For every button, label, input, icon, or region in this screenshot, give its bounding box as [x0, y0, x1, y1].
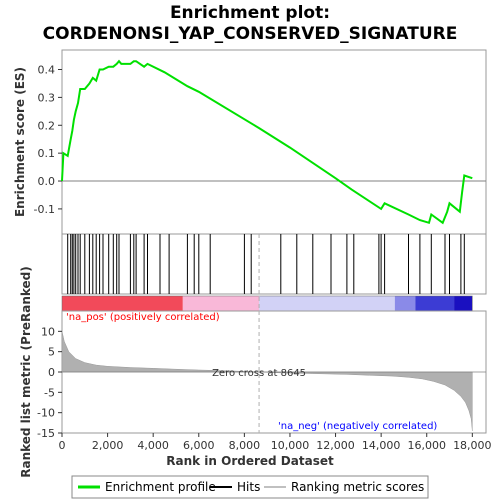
es-tick-label: 0.2: [38, 119, 56, 132]
zero-cross-label: Zero cross at 8645: [212, 368, 306, 379]
x-tick-label: 8,000: [229, 439, 261, 452]
x-tick-label: 16,000: [407, 439, 446, 452]
colorbar-segment: [182, 296, 260, 311]
es-tick-label: 0.0: [38, 175, 56, 188]
x-tick-label: 10,000: [271, 439, 310, 452]
es-tick-label: -0.1: [34, 203, 55, 216]
metric-tick-label: -5: [44, 386, 55, 399]
ranking-colorbar: [61, 295, 473, 312]
es-tick-label: 0.1: [38, 147, 56, 160]
metric-tick-label: 0: [48, 366, 55, 379]
x-tick-label: 12,000: [316, 439, 355, 452]
metric-tick-label: 10: [41, 325, 55, 338]
x-tick-label: 18,000: [453, 439, 492, 452]
x-tick-label: 0: [59, 439, 66, 452]
metric-tick-label: -10: [37, 407, 55, 420]
hits-marks: [67, 234, 465, 294]
colorbar-segment: [415, 296, 455, 311]
neg-correlated-label: 'na_neg' (negatively correlated): [278, 421, 437, 432]
legend-label: Ranking metric scores: [291, 480, 424, 494]
enrichment-profile-line: [61, 59, 473, 225]
metric-axis-ticks: -15 -10 -5 0 5 10: [37, 325, 62, 440]
ranking-metric-area: [61, 331, 473, 432]
metric-tick-label: -15: [37, 427, 55, 440]
legend-box: [71, 475, 429, 499]
metric-tick-label: 5: [48, 346, 55, 359]
es-panel: [61, 49, 487, 235]
x-tick-label: 4,000: [137, 439, 169, 452]
x-axis-ticks: 0 2,000 4,000 6,000 8,000 10,000 12,000 14,000 1…: [59, 433, 492, 452]
chart-title-line2: CORDENONSI_YAP_CONSERVED_SIGNATURE: [43, 24, 458, 44]
metric-axis-label: Ranked list metric (PreRanked): [19, 266, 33, 478]
es-tick-label: 0.3: [38, 91, 56, 104]
legend-label: Enrichment profile: [105, 480, 216, 494]
x-tick-label: 14,000: [362, 439, 401, 452]
colorbar-segment: [394, 296, 416, 311]
colorbar-segment: [62, 296, 183, 311]
hits-panel: [61, 233, 487, 295]
colorbar-segment: [454, 296, 473, 311]
pos-correlated-label: 'na_pos' (positively correlated): [66, 312, 220, 323]
legend-label: Hits: [237, 480, 260, 494]
chart-title-line1: Enrichment plot:: [170, 3, 330, 23]
es-axis-label: Enrichment score (ES): [13, 67, 27, 217]
x-tick-label: 2,000: [92, 439, 124, 452]
colorbar-segment: [259, 296, 395, 311]
x-tick-label: 6,000: [183, 439, 215, 452]
x-axis-label: Rank in Ordered Dataset: [166, 454, 334, 468]
es-tick-label: 0.4: [38, 64, 56, 77]
es-axis-ticks: -0.1 0.0 0.1 0.2 0.3 0.4: [34, 64, 62, 216]
legend: Enrichment profile Hits Ranking metric sco…: [78, 480, 424, 494]
